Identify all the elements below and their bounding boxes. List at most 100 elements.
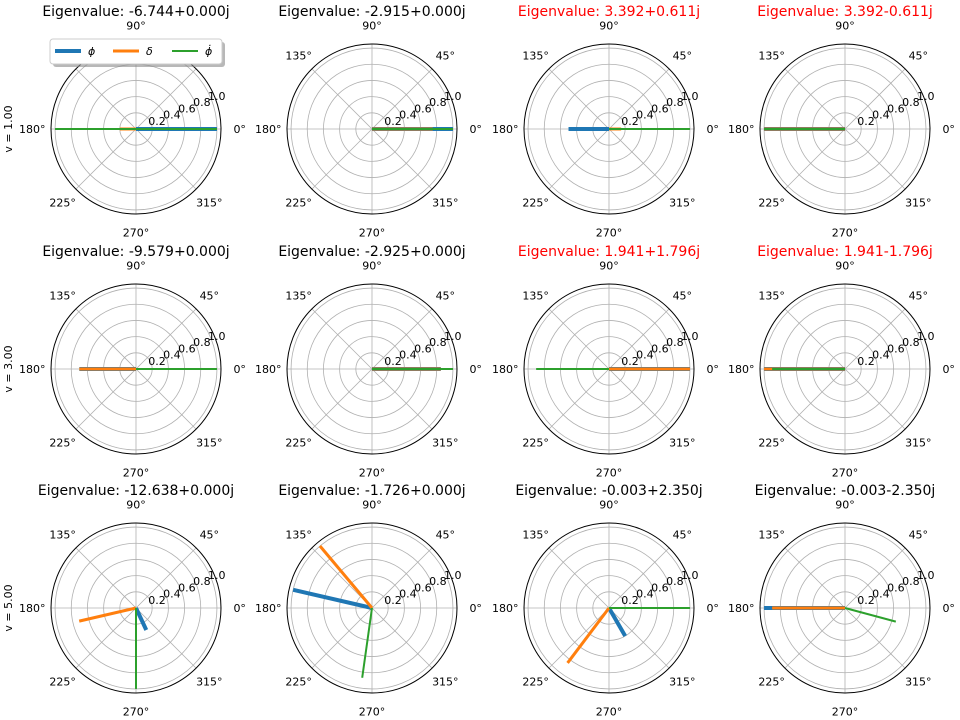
radial-tick-label: 1.0 (917, 569, 935, 582)
radial-tick-label: 1.0 (681, 90, 699, 103)
angular-grid-line (371, 68, 433, 130)
angle-tick-label: 315° (432, 436, 459, 449)
angle-tick-label: 225° (49, 675, 76, 688)
angular-grid-line (371, 308, 433, 370)
angle-tick-label: 135° (522, 529, 549, 542)
radial-tick-label: 0.2 (384, 115, 402, 128)
legend-label-phi: ϕ (88, 45, 95, 58)
angle-tick-label: 180° (492, 602, 519, 615)
legend-label-phidot: ϕ̇ (205, 44, 212, 58)
radial-tick-label: 0.6 (414, 581, 432, 594)
radial-tick-label: 0.6 (887, 342, 905, 355)
angular-grid-line (608, 68, 670, 130)
angular-grid-line (135, 368, 197, 430)
polar-frame (286, 522, 458, 694)
angle-tick-label: 90° (599, 498, 619, 511)
angle-tick-label: 180° (19, 123, 46, 136)
panel-title: Eigenvalue: 3.392-0.611j (757, 4, 933, 20)
angle-tick-label: 315° (196, 675, 223, 688)
radial-tick-label: 0.2 (857, 355, 875, 368)
polar-panel-3: 0° 45° 90° 135° 180° 225° 270° 315° 0.20.40.60.8… (492, 4, 719, 240)
angular-grid-line (784, 68, 846, 130)
angular-grid-line (784, 128, 846, 190)
radial-tick-label: 0.6 (651, 102, 669, 115)
angle-tick-label: 315° (196, 196, 223, 209)
angular-grid-line (548, 128, 610, 190)
angle-tick-label: 90° (126, 19, 146, 32)
row-label: v = 1.00 (2, 105, 15, 152)
angle-tick-label: 0° (942, 123, 955, 136)
angle-tick-label: 135° (49, 290, 76, 303)
radial-tick-label: 0.4 (399, 349, 417, 362)
angle-tick-label: 135° (758, 529, 785, 542)
polar-panel-6: 0° 45° 90° 135° 180° 225° 270° 315° 0.20.40.60.8… (255, 244, 482, 480)
polar-frame (523, 43, 695, 215)
angle-tick-label: 45° (909, 290, 929, 303)
angle-tick-label: 225° (49, 196, 76, 209)
angle-tick-label: 0° (706, 123, 719, 136)
panel-title: Eigenvalue: -2.915+0.000j (278, 4, 465, 20)
angle-tick-label: 90° (362, 19, 382, 32)
radial-tick-label: 0.4 (636, 109, 654, 122)
angle-tick-label: 135° (758, 50, 785, 63)
radial-tick-label: 1.0 (917, 330, 935, 343)
radial-tick-label: 0.6 (414, 342, 432, 355)
radial-tick-label: 1.0 (681, 569, 699, 582)
angular-grid-line (548, 308, 610, 370)
angle-tick-label: 225° (522, 196, 549, 209)
radial-tick-label: 1.0 (444, 90, 462, 103)
radial-tick-label: 0.6 (178, 581, 196, 594)
angular-grid-line (135, 308, 197, 370)
angle-tick-label: 0° (942, 602, 955, 615)
radial-tick-label: 0.2 (621, 594, 639, 607)
angle-tick-label: 270° (123, 706, 150, 719)
angular-grid-line (371, 368, 433, 430)
polar-panel-2: 0° 45° 90° 135° 180° 225° 270° 315° 0.20.40.60.8… (255, 4, 482, 240)
angle-tick-label: 0° (233, 123, 246, 136)
angle-tick-label: 45° (673, 50, 693, 63)
angular-grid-line (548, 607, 610, 669)
radial-tick-label: 0.2 (621, 115, 639, 128)
panel-title: Eigenvalue: -12.638+0.000j (38, 483, 234, 499)
radial-tick-label: 0.4 (636, 588, 654, 601)
radial-tick-label: 1.0 (208, 330, 226, 343)
radial-tick-label: 0.6 (887, 102, 905, 115)
angle-tick-label: 270° (832, 227, 859, 240)
angle-tick-label: 315° (669, 436, 696, 449)
angle-tick-label: 0° (469, 123, 482, 136)
polar-panel-9: 0° 45° 90° 135° 180° 225° 270° 315° 0.20.40.60.8… (19, 483, 246, 719)
angle-tick-label: 45° (909, 529, 929, 542)
angular-grid-line (135, 607, 197, 669)
panel-title: Eigenvalue: -0.003-2.350j (755, 483, 936, 499)
angular-grid-line (608, 607, 670, 669)
radial-tick-label: 0.4 (163, 109, 181, 122)
angle-tick-label: 225° (758, 436, 785, 449)
angle-tick-label: 45° (673, 529, 693, 542)
polar-panel-7: 0° 45° 90° 135° 180° 225° 270° 315° 0.20.40.60.8… (492, 244, 719, 480)
delta-line (78, 606, 137, 623)
angular-grid-line (75, 128, 137, 190)
radial-tick-label: 1.0 (444, 330, 462, 343)
angle-tick-label: 270° (123, 227, 150, 240)
angle-tick-label: 180° (492, 123, 519, 136)
radial-tick-label: 0.6 (178, 342, 196, 355)
phi-line (292, 587, 373, 610)
polar-frame (759, 522, 931, 694)
angular-grid-line (135, 128, 197, 190)
angular-grid-line (548, 368, 610, 430)
row-label: v = 3.00 (2, 345, 15, 392)
angle-tick-label: 180° (492, 363, 519, 376)
angular-grid-line (608, 547, 670, 609)
angular-grid-line (311, 368, 373, 430)
polar-frame (523, 283, 695, 455)
angle-tick-label: 270° (596, 227, 623, 240)
angular-grid-line (844, 547, 906, 609)
angular-grid-line (844, 68, 906, 130)
angular-grid-line (608, 308, 670, 370)
angular-grid-line (75, 68, 137, 130)
radial-tick-label: 0.8 (902, 575, 920, 588)
angular-grid-line (844, 607, 906, 669)
polar-panel-4: 0° 45° 90° 135° 180° 225° 270° 315° 0.20.40.60.8… (728, 4, 955, 240)
angle-tick-label: 315° (669, 675, 696, 688)
radial-tick-label: 0.8 (666, 575, 684, 588)
